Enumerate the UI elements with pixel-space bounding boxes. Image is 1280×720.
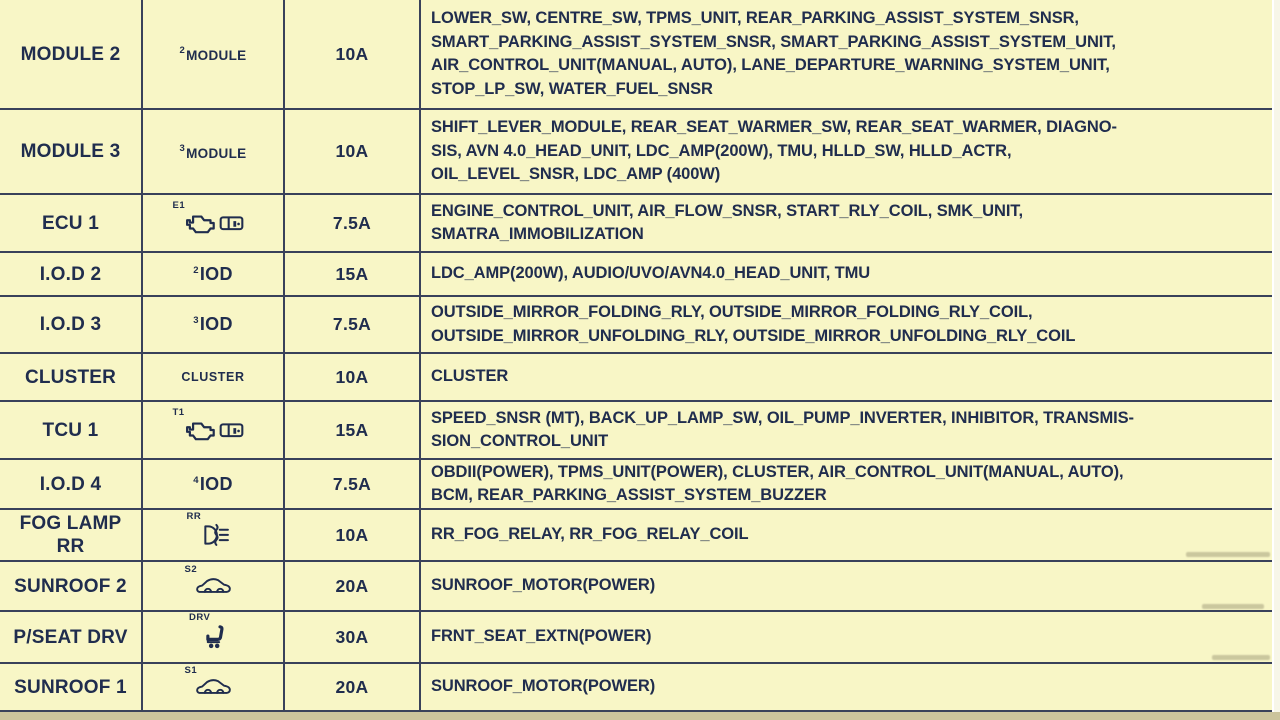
fuse-name: FOG LAMP RR: [0, 510, 143, 560]
fuse-rating: 7.5A: [285, 297, 421, 352]
fuse-row: I.O.D 3 3IOD 7.5A OUTSIDE_MIRROR_FOLDING…: [0, 295, 1272, 352]
fuse-symbol-cell: 3MODULE: [143, 110, 285, 193]
fuse-name: I.O.D 3: [0, 297, 143, 352]
fuse-name: I.O.D 2: [0, 253, 143, 295]
car-sunroof-icon: S2: [185, 564, 232, 596]
protected-circuits: CLUSTER: [431, 367, 509, 386]
watermark-smudge: [1202, 604, 1264, 609]
fuse-rating: 10A: [285, 354, 421, 400]
fuse-symbol-cell: S1: [143, 664, 285, 710]
fuse-symbol-label: 2MODULE: [179, 45, 247, 63]
rear-fog-lamp-icon: RR: [187, 511, 230, 547]
fuse-rating: 30A: [285, 612, 421, 662]
watermark-smudge: [1212, 655, 1270, 660]
fuse-rating: 10A: [285, 110, 421, 193]
fuse-symbol-cell: 4IOD: [143, 460, 285, 508]
watermark-smudge: [1186, 552, 1270, 557]
protected-circuits: RR_FOG_RELAY, RR_FOG_RELAY_COIL: [431, 525, 749, 544]
fuse-symbol-label: 3IOD: [193, 314, 233, 334]
fuse-name: MODULE 3: [0, 110, 143, 193]
protected-circuits: OBDII(POWER), TPMS_UNIT(POWER), CLUSTER,…: [431, 462, 1124, 505]
fuse-row: FOG LAMP RR RR 10A RR_FOG_RELAY, RR_FOG_…: [0, 508, 1272, 560]
engine-battery-icon: E1: [173, 200, 244, 234]
protected-circuits: SPEED_SNSR (MT), BACK_UP_LAMP_SW, OIL_PU…: [431, 408, 1134, 451]
symbol-index-label: 2: [179, 45, 186, 56]
symbol-index-label: E1: [172, 200, 186, 211]
protected-circuits: FRNT_SEAT_EXTN(POWER): [431, 627, 652, 646]
fuse-name: SUNROOF 2: [0, 562, 143, 610]
fuse-symbol-cell: E1: [143, 195, 285, 251]
fuse-rating: 15A: [285, 402, 421, 458]
fuse-symbol-label: CLUSTER: [181, 370, 245, 384]
fuse-rating: 20A: [285, 562, 421, 610]
fuse-rating: 7.5A: [285, 195, 421, 251]
fuse-row: MODULE 3 3MODULE 10A SHIFT_LEVER_MODULE,…: [0, 108, 1272, 193]
fuse-symbol-cell: 2MODULE: [143, 0, 285, 108]
symbol-index-label: 4: [193, 474, 199, 486]
engine-battery-icon: T1: [173, 407, 244, 441]
fuse-symbol-label: 3MODULE: [179, 142, 247, 161]
fuse-row: ECU 1 E1 7.5A ENGINE_CONTROL_UNIT, AIR_F…: [0, 193, 1272, 251]
symbol-index-label: S1: [184, 665, 198, 676]
fuse-symbol-cell: T1: [143, 402, 285, 458]
protected-circuits: SUNROOF_MOTOR(POWER): [431, 576, 656, 595]
fuse-name: ECU 1: [0, 195, 143, 251]
car-sunroof-icon: S1: [185, 665, 232, 697]
fuse-row: P/SEAT DRV DRV 30A FRNT_SEAT_EXTN(POWER): [0, 610, 1272, 662]
symbol-index-label: 3: [179, 142, 186, 154]
symbol-index-label: 2: [193, 264, 199, 276]
fuse-row: SUNROOF 2 S2 20A SUNROOF_MOTOR(POWER): [0, 560, 1272, 610]
symbol-index-label: DRV: [189, 612, 211, 623]
fuse-symbol-label: 4IOD: [193, 473, 233, 494]
symbol-index-label: T1: [172, 407, 185, 418]
fuse-rating: 7.5A: [285, 460, 421, 508]
fuse-rating: 10A: [285, 510, 421, 560]
fuse-row: MODULE 2 2MODULE 10A LOWER_SW, CENTRE_SW…: [0, 0, 1272, 108]
right-margin: [1274, 0, 1280, 712]
protected-circuits: ENGINE_CONTROL_UNIT, AIR_FLOW_SNSR, STAR…: [431, 201, 1023, 244]
fuse-name: CLUSTER: [0, 354, 143, 400]
fuse-rating: 20A: [285, 664, 421, 710]
power-seat-icon: DRV: [189, 612, 227, 651]
fuse-name: MODULE 2: [0, 0, 143, 108]
fuse-rating: 10A: [285, 0, 421, 108]
symbol-index-label: 3: [193, 315, 199, 326]
fuse-row: CLUSTER CLUSTER 10A CLUSTER: [0, 352, 1272, 400]
fuse-row: I.O.D 4 4IOD 7.5A OBDII(POWER), TPMS_UNI…: [0, 458, 1272, 508]
fuse-name: P/SEAT DRV: [0, 612, 143, 662]
fuse-symbol-cell: RR: [143, 510, 285, 560]
symbol-index-label: RR: [186, 511, 202, 522]
protected-circuits: LOWER_SW, CENTRE_SW, TPMS_UNIT, REAR_PAR…: [431, 9, 1116, 98]
bottom-strip: [0, 712, 1280, 720]
fuse-symbol-cell: S2: [143, 562, 285, 610]
protected-circuits: SHIFT_LEVER_MODULE, REAR_SEAT_WARMER_SW,…: [431, 118, 1117, 184]
fuse-name: TCU 1: [0, 402, 143, 458]
fuse-symbol-label: 2IOD: [193, 263, 233, 284]
fuse-row: TCU 1 T1 15A SPEED_SNSR (MT), BACK_UP_LA…: [0, 400, 1272, 458]
symbol-index-label: S2: [184, 564, 198, 575]
protected-circuits: OUTSIDE_MIRROR_FOLDING_RLY, OUTSIDE_MIRR…: [431, 303, 1076, 345]
fuse-symbol-cell: 3IOD: [143, 297, 285, 352]
fuse-name: I.O.D 4: [0, 460, 143, 508]
fuse-row: SUNROOF 1 S1 20A SUNROOF_MOTOR(POWER): [0, 662, 1272, 710]
protected-circuits: SUNROOF_MOTOR(POWER): [431, 677, 656, 696]
fuse-row: I.O.D 2 2IOD 15A LDC_AMP(200W), AUDIO/UV…: [0, 251, 1272, 295]
fuse-symbol-cell: 2IOD: [143, 253, 285, 295]
fuse-symbol-cell: DRV: [143, 612, 285, 662]
fuse-symbol-cell: CLUSTER: [143, 354, 285, 400]
fuse-rating: 15A: [285, 253, 421, 295]
protected-circuits: LDC_AMP(200W), AUDIO/UVO/AVN4.0_HEAD_UNI…: [431, 264, 871, 283]
fuse-name: SUNROOF 1: [0, 664, 143, 710]
